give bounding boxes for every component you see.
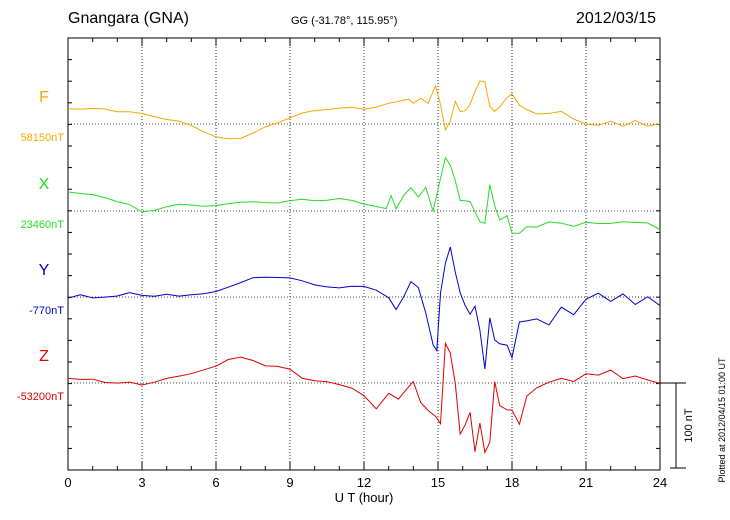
x-tick-label: 24 xyxy=(653,475,667,490)
station-coordinates: GG (-31.78°, 115.95°) xyxy=(291,15,398,27)
x-axis-label: U T (hour) xyxy=(335,490,394,505)
x-tick-label: 12 xyxy=(357,475,371,490)
series-name-f: F xyxy=(39,89,49,106)
baseline-value-f: 58150nT xyxy=(21,132,65,144)
baseline-value-y: -770nT xyxy=(29,305,64,317)
trace-f xyxy=(67,80,661,140)
x-tick-label: 3 xyxy=(138,475,145,490)
trace-y xyxy=(67,246,661,369)
series-name-z: Z xyxy=(39,348,49,365)
x-tick-label: 6 xyxy=(212,475,219,490)
x-tick-label: 9 xyxy=(286,475,293,490)
station-title: Gnangara (GNA) xyxy=(68,10,189,27)
x-tick-label: 18 xyxy=(505,475,519,490)
baseline-value-z: -53200nT xyxy=(17,391,64,403)
trace-z xyxy=(67,341,661,455)
plot-date: 2012/03/15 xyxy=(576,10,657,27)
scale-bar-label: 100 nT xyxy=(683,408,695,443)
baseline-value-x: 23460nT xyxy=(21,219,65,231)
trace-x xyxy=(67,156,661,234)
x-tick-label: 0 xyxy=(64,475,71,490)
series-name-x: X xyxy=(39,176,50,193)
x-tick-label: 21 xyxy=(579,475,593,490)
series-name-y: Y xyxy=(39,262,50,279)
x-tick-label: 15 xyxy=(431,475,445,490)
